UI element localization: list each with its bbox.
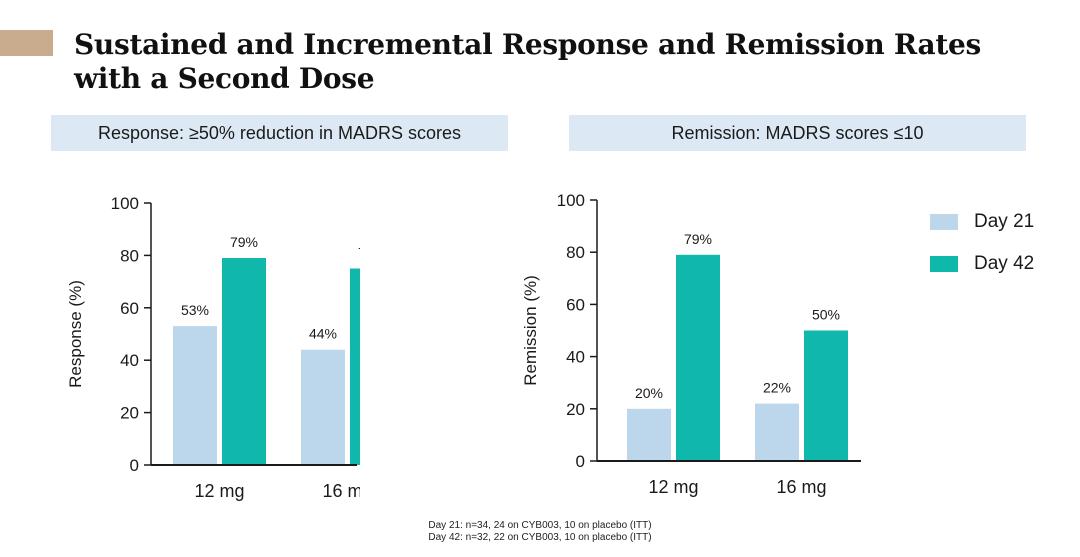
accent-bar <box>0 30 53 56</box>
response-panel-header: Response: ≥50% reduction in MADRS scores <box>51 115 508 151</box>
response-bar-12mg-day21 <box>173 326 217 465</box>
slide-title-line-2: with a Second Dose <box>74 62 375 95</box>
remission-y-tick-label-60: 60 <box>566 295 585 314</box>
response-y-tick-label-100: 100 <box>111 194 139 213</box>
remission-x-tick-label-12mg: 12 mg <box>648 477 698 497</box>
response-x-tick-label-16mg: 16 mg <box>322 481 360 501</box>
remission-data-label-12mg-day42: 79% <box>684 231 712 247</box>
footnote: Day 21: n=34, 24 on CYB003, 10 on placeb… <box>0 520 1080 544</box>
response-y-tick-label-80: 80 <box>120 246 139 265</box>
remission-data-label-16mg-day21: 22% <box>763 380 791 396</box>
footnote-line-2: Day 42: n=32, 22 on CYB003, 10 on placeb… <box>428 532 652 543</box>
remission-y-tick-label-0: 0 <box>576 452 585 471</box>
response-x-tick-label-12mg: 12 mg <box>194 481 244 501</box>
response-y-axis-title: Response (%) <box>66 280 85 388</box>
response-data-label-12mg-day42: 79% <box>230 234 258 250</box>
legend-label-day-21: Day 21 <box>974 211 1035 232</box>
remission-bar-12mg-day42 <box>676 254 720 461</box>
remission-x-tick-label-16mg: 16 mg <box>776 477 826 497</box>
remission-data-label-12mg-day21: 20% <box>635 385 663 401</box>
remission-panel-header: Remission: MADRS scores ≤10 <box>569 115 1026 151</box>
response-chart: Response (%) 0 20 40 60 80 100 53% 79% 12 mg 44% 75… <box>66 194 360 501</box>
response-bar-16mg-day21 <box>301 349 345 465</box>
response-bar-16mg-day42 <box>350 268 360 465</box>
remission-y-tick-label-20: 20 <box>566 400 585 419</box>
remission-y-tick-label-100: 100 <box>557 191 585 210</box>
response-bar-12mg-day42 <box>222 258 266 465</box>
remission-y-axis-title: Remission (%) <box>521 275 540 386</box>
response-y-tick-label-20: 20 <box>120 404 139 423</box>
legend-swatch-day-42 <box>930 256 958 272</box>
response-y-tick-label-60: 60 <box>120 299 139 318</box>
remission-bar-12mg-day21 <box>627 408 671 461</box>
remission-data-label-16mg-day42: 50% <box>812 307 840 323</box>
legend-item-day-42: Day 42 <box>930 250 1034 278</box>
footnote-line-1: Day 21: n=34, 24 on CYB003, 10 on placeb… <box>428 520 652 531</box>
response-data-label-16mg-day21: 44% <box>309 326 337 342</box>
legend-label-day-42: Day 42 <box>974 253 1035 274</box>
slide-title: Sustained and Incremental Response and R… <box>74 28 981 96</box>
remission-y-tick-label-80: 80 <box>566 243 585 262</box>
chart-legend: Day 21 Day 42 <box>930 208 1034 292</box>
slide-title-line-1: Sustained and Incremental Response and R… <box>74 28 981 61</box>
response-data-label-12mg-day21: 53% <box>181 302 209 318</box>
remission-bar-16mg-day42 <box>804 330 848 461</box>
response-y-tick-label-0: 0 <box>130 456 139 475</box>
remission-bar-16mg-day21 <box>755 403 799 461</box>
remission-chart: Remission (%) 0 20 40 60 80 100 20% 79% 12 mg 22% 5… <box>521 191 861 497</box>
legend-item-day-21: Day 21 <box>930 208 1034 236</box>
response-data-label-16mg-day42: 75% <box>358 245 360 261</box>
legend-swatch-day-21 <box>930 214 958 230</box>
response-y-tick-label-40: 40 <box>120 351 139 370</box>
remission-y-tick-label-40: 40 <box>566 348 585 367</box>
